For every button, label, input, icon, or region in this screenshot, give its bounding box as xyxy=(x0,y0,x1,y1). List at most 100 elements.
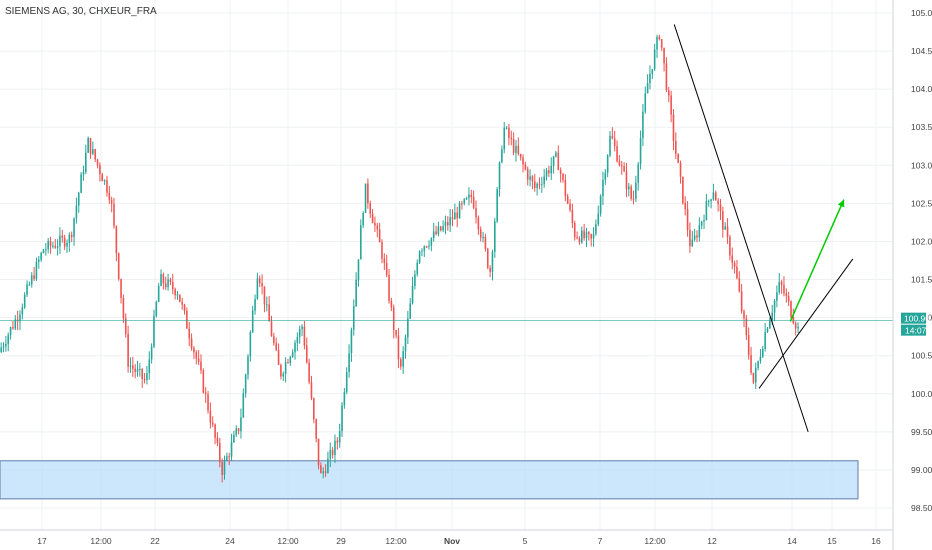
candle-body xyxy=(649,73,651,84)
candle-body xyxy=(588,232,590,235)
candle-body xyxy=(787,296,790,302)
candle-body xyxy=(23,294,26,308)
candle-body xyxy=(237,428,240,432)
candle-body xyxy=(517,145,520,154)
candle-body xyxy=(531,176,534,182)
candle-body xyxy=(632,198,635,200)
candle-body xyxy=(430,238,433,246)
candle-body xyxy=(724,226,726,230)
candle-body xyxy=(287,362,289,364)
candle-body xyxy=(218,443,221,463)
candle-body xyxy=(395,330,397,336)
candle-body xyxy=(141,368,144,379)
candle-body xyxy=(486,248,489,268)
candle-body xyxy=(576,237,578,239)
candle-body xyxy=(538,183,541,185)
candle-body xyxy=(106,180,108,193)
candle-body xyxy=(783,284,785,294)
candle-body xyxy=(315,419,317,439)
candle-body xyxy=(496,189,498,222)
candle-body xyxy=(146,373,148,380)
candle-body xyxy=(754,367,757,383)
candle-body xyxy=(780,281,783,285)
candle-body xyxy=(162,274,165,284)
projection-arrow-line[interactable] xyxy=(789,199,845,322)
candle-body xyxy=(653,49,656,70)
candle-body xyxy=(569,203,571,210)
candle-body xyxy=(451,217,454,220)
candle-body xyxy=(61,235,64,238)
candle-body xyxy=(200,361,202,371)
trendline[interactable] xyxy=(673,24,809,433)
candle-body xyxy=(407,318,409,338)
candle-body xyxy=(590,234,592,239)
candle-body xyxy=(710,199,712,201)
x-tick-label: 12:00 xyxy=(644,536,666,546)
candle-body xyxy=(301,326,303,329)
candle-body xyxy=(651,69,654,74)
candle-body xyxy=(186,310,188,329)
candle-body xyxy=(616,145,618,162)
candle-body xyxy=(519,153,522,158)
candle-body xyxy=(101,174,104,182)
candle-body xyxy=(611,135,614,139)
candle-body xyxy=(273,336,275,344)
candle-body xyxy=(512,139,515,153)
candle-body xyxy=(240,417,242,432)
candle-body xyxy=(360,225,362,260)
candle-body xyxy=(562,173,564,180)
candle-body xyxy=(280,364,282,377)
candle-body xyxy=(68,234,71,243)
candle-body xyxy=(479,229,482,238)
candle-body xyxy=(235,428,238,435)
candle-body xyxy=(289,357,292,363)
candle-body xyxy=(336,440,339,443)
y-tick-label: 98.50 xyxy=(911,503,932,513)
candle-body xyxy=(679,162,682,177)
candle-body xyxy=(298,328,301,338)
candle-body xyxy=(764,331,766,349)
candle-body xyxy=(345,372,348,393)
candle-body xyxy=(745,318,748,336)
y-tick-label: 104.50 xyxy=(911,46,932,56)
candle-body xyxy=(284,362,287,374)
candle-body xyxy=(209,410,212,423)
candle-body xyxy=(794,323,797,329)
candle-body xyxy=(150,346,153,360)
candle-body xyxy=(82,172,85,175)
candle-body xyxy=(99,165,101,175)
y-tick-label: 99.00 xyxy=(911,465,932,475)
candle-body xyxy=(557,152,560,171)
candle-body xyxy=(228,456,230,458)
candle-body xyxy=(322,471,325,474)
candle-body xyxy=(465,197,468,199)
candle-body xyxy=(5,344,7,347)
candle-body xyxy=(472,197,475,208)
candle-body xyxy=(45,249,47,251)
candle-body xyxy=(778,281,781,293)
candle-body xyxy=(28,284,31,286)
y-tick-label: 104.00 xyxy=(911,84,932,94)
candle-body xyxy=(113,203,115,227)
candle-body xyxy=(418,251,421,263)
y-tick-label: 100.50 xyxy=(911,351,932,361)
candle-body xyxy=(352,306,355,330)
candle-body xyxy=(296,337,299,343)
candle-body xyxy=(308,362,310,383)
candle-body xyxy=(87,137,89,153)
y-tick-label: 100.00 xyxy=(911,389,932,399)
candle-body xyxy=(682,176,684,204)
candle-body xyxy=(442,226,444,231)
x-tick-label: 12:00 xyxy=(385,536,407,546)
candle-body xyxy=(77,192,80,206)
candle-body xyxy=(501,149,503,163)
candle-body xyxy=(9,327,12,336)
candle-body xyxy=(331,449,334,455)
candle-body xyxy=(463,198,466,204)
trendline[interactable] xyxy=(758,258,854,389)
candle-body xyxy=(193,348,195,353)
candle-body xyxy=(7,335,10,345)
